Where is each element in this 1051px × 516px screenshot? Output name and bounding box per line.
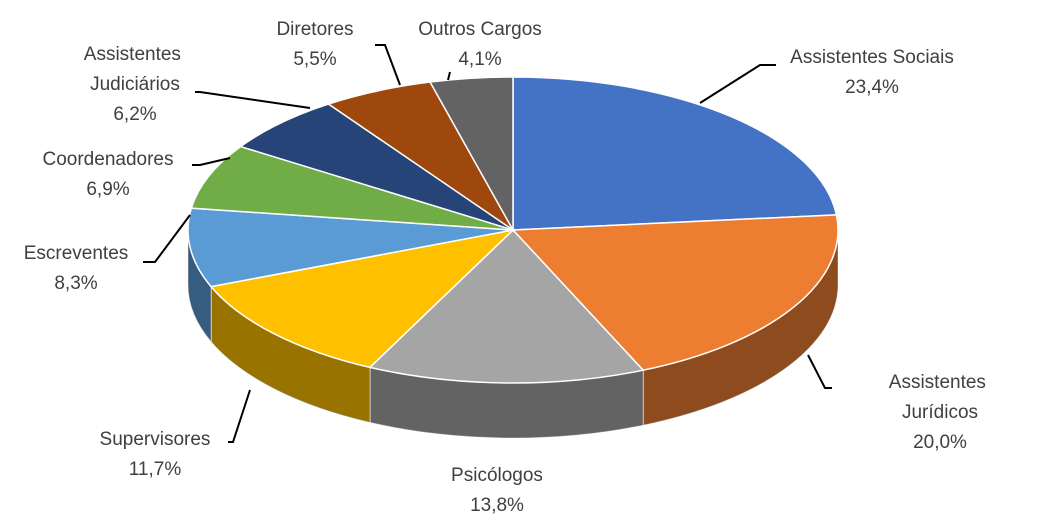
- value-label: 6,2%: [113, 104, 156, 125]
- pie-side-shade: [369, 367, 644, 439]
- leader-line: [228, 389, 251, 443]
- pie-slice: [511, 214, 839, 372]
- leader-line: [699, 64, 776, 104]
- leader-line: [195, 91, 311, 109]
- value-label: 13,8%: [470, 495, 524, 516]
- category-label-line: Assistentes: [84, 44, 186, 65]
- pie-slice: [368, 228, 645, 384]
- pie-slice: [190, 145, 514, 231]
- category-label: Assistentes Sociais: [790, 47, 954, 68]
- category-label: Supervisores: [100, 429, 211, 450]
- pie-slice: [209, 228, 516, 369]
- pie-slice: [512, 76, 838, 231]
- leader-line: [807, 354, 832, 389]
- value-label: 8,3%: [54, 273, 97, 294]
- category-label-line: Jurídicos: [902, 402, 978, 423]
- pie-slice: [238, 103, 514, 231]
- category-label: Diretores: [276, 19, 353, 40]
- value-label: 6,9%: [86, 179, 129, 200]
- category-label-line: Assistentes: [889, 372, 991, 393]
- pie-slice: [187, 207, 514, 288]
- category-label: Psicólogos: [451, 465, 543, 486]
- value-label: 20,0%: [913, 432, 967, 453]
- pie-slice: [428, 76, 514, 233]
- category-label: Assistentes Jurídicos: [889, 372, 991, 423]
- pie-side-shade: [188, 230, 212, 342]
- value-label: 5,5%: [293, 49, 336, 70]
- category-label: Assistentes Judiciários: [84, 44, 186, 95]
- pie-side-shade: [643, 230, 838, 426]
- leader-line: [447, 71, 451, 81]
- category-label: Escreventes: [24, 243, 129, 264]
- category-label: Outros Cargos: [418, 19, 542, 40]
- value-label: 4,1%: [458, 49, 501, 70]
- value-label: 23,4%: [845, 77, 899, 98]
- leader-line: [192, 157, 231, 166]
- leader-line: [143, 214, 191, 263]
- value-label: 11,7%: [129, 459, 182, 480]
- leader-line: [375, 44, 401, 86]
- category-label-line: Judiciários: [90, 74, 180, 95]
- category-label: Coordenadores: [43, 149, 174, 170]
